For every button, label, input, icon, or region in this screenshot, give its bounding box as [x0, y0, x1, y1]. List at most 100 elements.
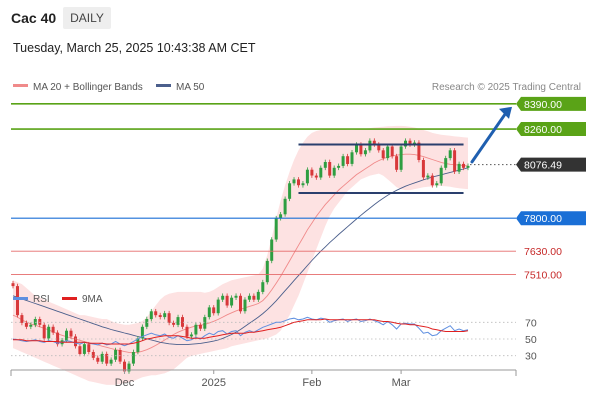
- candle: [158, 312, 162, 320]
- candle: [140, 324, 144, 341]
- candle: [16, 283, 19, 318]
- candle: [435, 180, 439, 188]
- ma20-legend-swatch: [13, 84, 28, 87]
- price-tag-label: 8390.00: [524, 99, 562, 111]
- rsi-scale-label: 30: [525, 351, 537, 363]
- candle: [328, 159, 332, 178]
- instrument-title: Cac 40: [11, 10, 57, 26]
- candle: [310, 167, 314, 178]
- candle: [319, 165, 323, 180]
- candle: [243, 297, 247, 314]
- candle: [279, 212, 283, 221]
- datetime-label: Tuesday, March 25, 2025 10:43:38 AM CET: [13, 41, 256, 55]
- price-tag-8076.49: [516, 157, 586, 172]
- candle: [297, 177, 300, 188]
- x-tick-label: 2025: [201, 377, 225, 389]
- price-tag-label: 7510.00: [524, 269, 562, 281]
- candle: [185, 324, 189, 339]
- forecast-arrow-head: [499, 106, 512, 119]
- rsi-scale-label: 70: [525, 317, 537, 329]
- candle: [100, 351, 104, 364]
- price-tag-label: 7630.00: [524, 246, 562, 258]
- rsi-layer: 30 50 70: [11, 316, 537, 363]
- candle: [292, 177, 296, 186]
- candle: [221, 293, 225, 302]
- price-tag-label: 7800.00: [524, 213, 562, 225]
- credit-label: Research © 2025 Trading Central: [432, 82, 581, 93]
- candle: [381, 148, 385, 161]
- candle: [198, 322, 202, 332]
- candle: [181, 314, 184, 330]
- candle: [448, 148, 452, 161]
- candle: [29, 322, 33, 330]
- rsi-legend-swatch: [13, 297, 28, 300]
- candle: [457, 161, 461, 174]
- candle: [38, 316, 42, 328]
- candle: [33, 316, 37, 328]
- price-tag-label: 8076.49: [524, 160, 562, 172]
- candle: [176, 314, 180, 328]
- candle: [288, 180, 292, 202]
- candle: [270, 237, 274, 264]
- candle: [426, 173, 430, 180]
- candle: [167, 310, 171, 326]
- candle: [109, 357, 113, 366]
- price-tag-8260.00: [516, 122, 586, 137]
- candle: [274, 215, 278, 242]
- candle: [20, 312, 24, 326]
- candle: [234, 293, 238, 301]
- timeframe-badge[interactable]: DAILY: [63, 7, 111, 29]
- candle: [346, 153, 350, 167]
- candle: [145, 316, 149, 330]
- candle: [47, 324, 51, 341]
- candle: [114, 347, 118, 363]
- candle: [225, 293, 229, 308]
- candle: [24, 320, 28, 330]
- candle: [337, 163, 341, 171]
- candle: [74, 334, 77, 349]
- candle: [56, 330, 60, 347]
- candle: [301, 180, 305, 188]
- candle: [390, 144, 394, 159]
- x-tick-label: Feb: [302, 377, 321, 389]
- candle: [230, 295, 234, 308]
- candle: [82, 341, 86, 357]
- candle: [466, 163, 470, 171]
- forecast-arrow: [470, 111, 508, 164]
- candle: [252, 293, 256, 302]
- price-layer: 8390.00 8260.00 8076.49 7800.00 7630.00 7510.…: [11, 96, 586, 385]
- candle: [163, 310, 167, 320]
- ma50-legend-swatch: [156, 84, 171, 87]
- candle: [395, 153, 399, 173]
- candle: [91, 349, 95, 361]
- candle: [154, 308, 158, 318]
- candle: [261, 279, 265, 295]
- candle: [87, 341, 91, 355]
- candle: [172, 320, 176, 328]
- candle: [207, 305, 211, 320]
- candle: [194, 322, 198, 337]
- candle: [323, 159, 327, 171]
- candle: [386, 144, 390, 161]
- candle: [256, 289, 260, 302]
- ma20-legend-label: MA 20 + Bollinger Bands: [33, 82, 143, 93]
- rsi-ma-line: [13, 318, 469, 345]
- candle: [51, 324, 55, 335]
- candle: [247, 293, 251, 302]
- candle: [96, 355, 100, 364]
- candle: [305, 167, 309, 186]
- rsi-legend-label: RSI: [33, 294, 50, 305]
- rsi-ma-legend-label: 9MA: [82, 294, 103, 305]
- ma50-legend-label: MA 50: [176, 82, 205, 93]
- candle: [212, 305, 216, 316]
- candle: [430, 173, 434, 188]
- candle: [149, 308, 153, 322]
- candle: [105, 351, 109, 366]
- candle: [11, 280, 15, 289]
- candle: [341, 153, 345, 169]
- candle: [265, 258, 269, 285]
- x-tick-label: Dec: [115, 377, 135, 389]
- candle: [239, 293, 242, 314]
- candle: [283, 196, 287, 217]
